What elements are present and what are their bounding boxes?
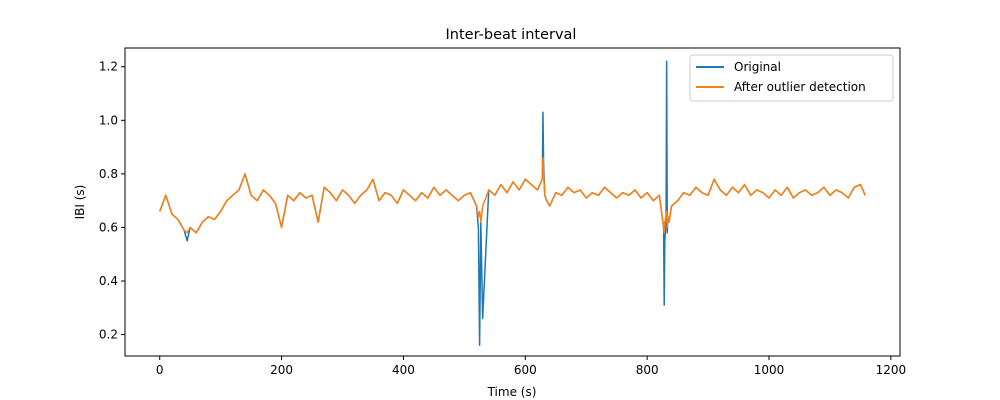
x-tick-label: 0: [156, 363, 164, 377]
x-tick-label: 800: [636, 363, 659, 377]
plot-frame: [124, 47, 901, 357]
legend: Original After outlier detection: [689, 54, 894, 102]
x-tick-label: 400: [392, 363, 415, 377]
x-tick-label: 200: [270, 363, 293, 377]
x-tick-label: 1200: [876, 363, 907, 377]
y-tick-label: 0.2: [99, 328, 118, 342]
y-axis-title: IBI (s): [73, 185, 87, 220]
x-axis: 0 200 400 600 800 1000 1200: [156, 356, 906, 377]
y-tick-label: 0.6: [99, 220, 118, 234]
legend-label-original: Original: [734, 60, 781, 74]
y-tick-label: 0.8: [99, 167, 118, 181]
y-tick-label: 1.0: [99, 113, 118, 127]
y-axis: 0.2 0.4 0.6 0.8 1.0 1.2: [99, 60, 125, 342]
y-tick-label: 1.2: [99, 60, 118, 74]
x-axis-title: Time (s): [487, 385, 537, 399]
series-layer: [159, 60, 866, 347]
legend-label-after-outlier-detection: After outlier detection: [734, 80, 866, 94]
chart-title: Inter-beat interval: [446, 27, 577, 43]
series-line-after-outlier-detection: [159, 157, 866, 234]
legend-box: [689, 54, 894, 102]
y-tick-label: 0.4: [99, 274, 118, 288]
x-tick-label: 600: [514, 363, 537, 377]
x-tick-label: 1000: [754, 363, 785, 377]
